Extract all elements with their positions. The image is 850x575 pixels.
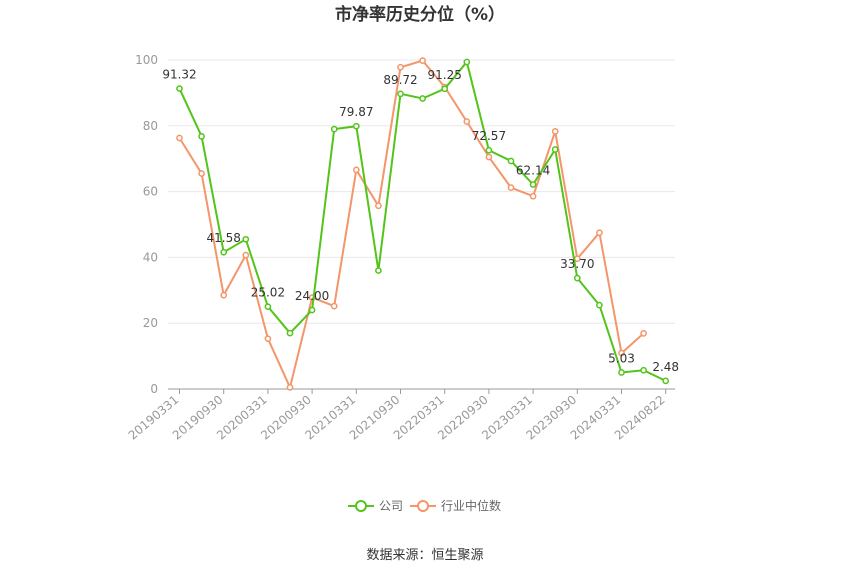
data-point xyxy=(330,302,338,310)
data-label: 79.87 xyxy=(339,105,373,119)
data-point xyxy=(485,153,493,161)
data-point xyxy=(640,366,647,374)
y-tick-label: 60 xyxy=(143,185,158,199)
data-point xyxy=(352,122,360,130)
data-label: 91.25 xyxy=(428,68,462,82)
x-axis: 2019033120190930202003312020093020210331… xyxy=(126,388,675,443)
data-point xyxy=(264,335,272,343)
legend-label: 公司 xyxy=(379,499,403,513)
chart-title: 市净率历史分位（%） xyxy=(335,4,505,25)
y-tick-label: 40 xyxy=(143,250,158,264)
data-point xyxy=(352,166,360,174)
data-point xyxy=(596,229,603,237)
data-label: 24.00 xyxy=(295,289,329,303)
data-point xyxy=(463,118,471,125)
series-line xyxy=(178,59,667,382)
data-label: 5.03 xyxy=(608,351,635,365)
data-label: 2.48 xyxy=(652,360,679,374)
data-label: 25.02 xyxy=(251,286,285,300)
data-point xyxy=(463,58,471,66)
data-point xyxy=(397,63,404,71)
data-point xyxy=(529,181,537,188)
data-point xyxy=(375,202,382,210)
y-tick-label: 80 xyxy=(143,119,158,133)
data-label: 89.72 xyxy=(383,73,417,87)
data-point xyxy=(220,291,228,299)
data-point xyxy=(330,125,338,133)
data-point xyxy=(286,329,294,337)
data-label: 62.14 xyxy=(516,164,550,178)
legend-label: 行业中位数 xyxy=(441,498,501,513)
data-point xyxy=(573,274,581,282)
data-point xyxy=(419,57,426,65)
data-point xyxy=(485,146,493,154)
data-point xyxy=(618,349,625,357)
y-tick-label: 100 xyxy=(135,53,158,67)
data-point xyxy=(551,146,559,153)
data-point xyxy=(596,301,603,309)
data-label: 33.70 xyxy=(560,257,594,271)
data-point xyxy=(198,132,205,140)
series-layer xyxy=(176,57,670,391)
y-tick-label: 20 xyxy=(143,316,158,330)
data-point xyxy=(640,330,647,337)
data-point xyxy=(507,157,515,165)
y-axis: 0 20 40 60 80 100 xyxy=(135,53,158,396)
data-label: 91.32 xyxy=(162,68,196,82)
data-point xyxy=(529,192,537,200)
data-labels: 91.32 41.58 25.02 24.00 79.87 89.72 91.25 72.57… xyxy=(162,68,679,374)
data-point xyxy=(242,251,250,259)
data-point xyxy=(551,128,559,135)
data-point xyxy=(419,95,426,102)
data-point xyxy=(507,184,515,192)
legend-item[interactable]: 公司 xyxy=(348,499,403,513)
data-point xyxy=(397,90,404,98)
y-tick-label: 0 xyxy=(150,382,158,396)
data-point xyxy=(198,170,205,177)
series-line xyxy=(178,59,645,391)
legend[interactable]: 公司 行业中位数 xyxy=(348,498,501,513)
source-text: 数据来源：恒生聚源 xyxy=(366,548,483,563)
data-point xyxy=(264,303,272,311)
data-point xyxy=(242,235,250,243)
data-point xyxy=(375,267,382,274)
data-point xyxy=(220,248,228,256)
data-point xyxy=(176,134,183,142)
data-point xyxy=(441,85,449,93)
legend-marker xyxy=(417,500,429,512)
data-label: 72.57 xyxy=(472,129,506,143)
legend-marker xyxy=(355,500,367,512)
data-point xyxy=(176,85,183,92)
data-label: 41.58 xyxy=(207,231,241,245)
data-point xyxy=(662,377,670,385)
legend-item[interactable]: 行业中位数 xyxy=(410,498,501,513)
data-point xyxy=(308,306,316,314)
data-point xyxy=(286,384,294,391)
data-point xyxy=(618,369,625,376)
